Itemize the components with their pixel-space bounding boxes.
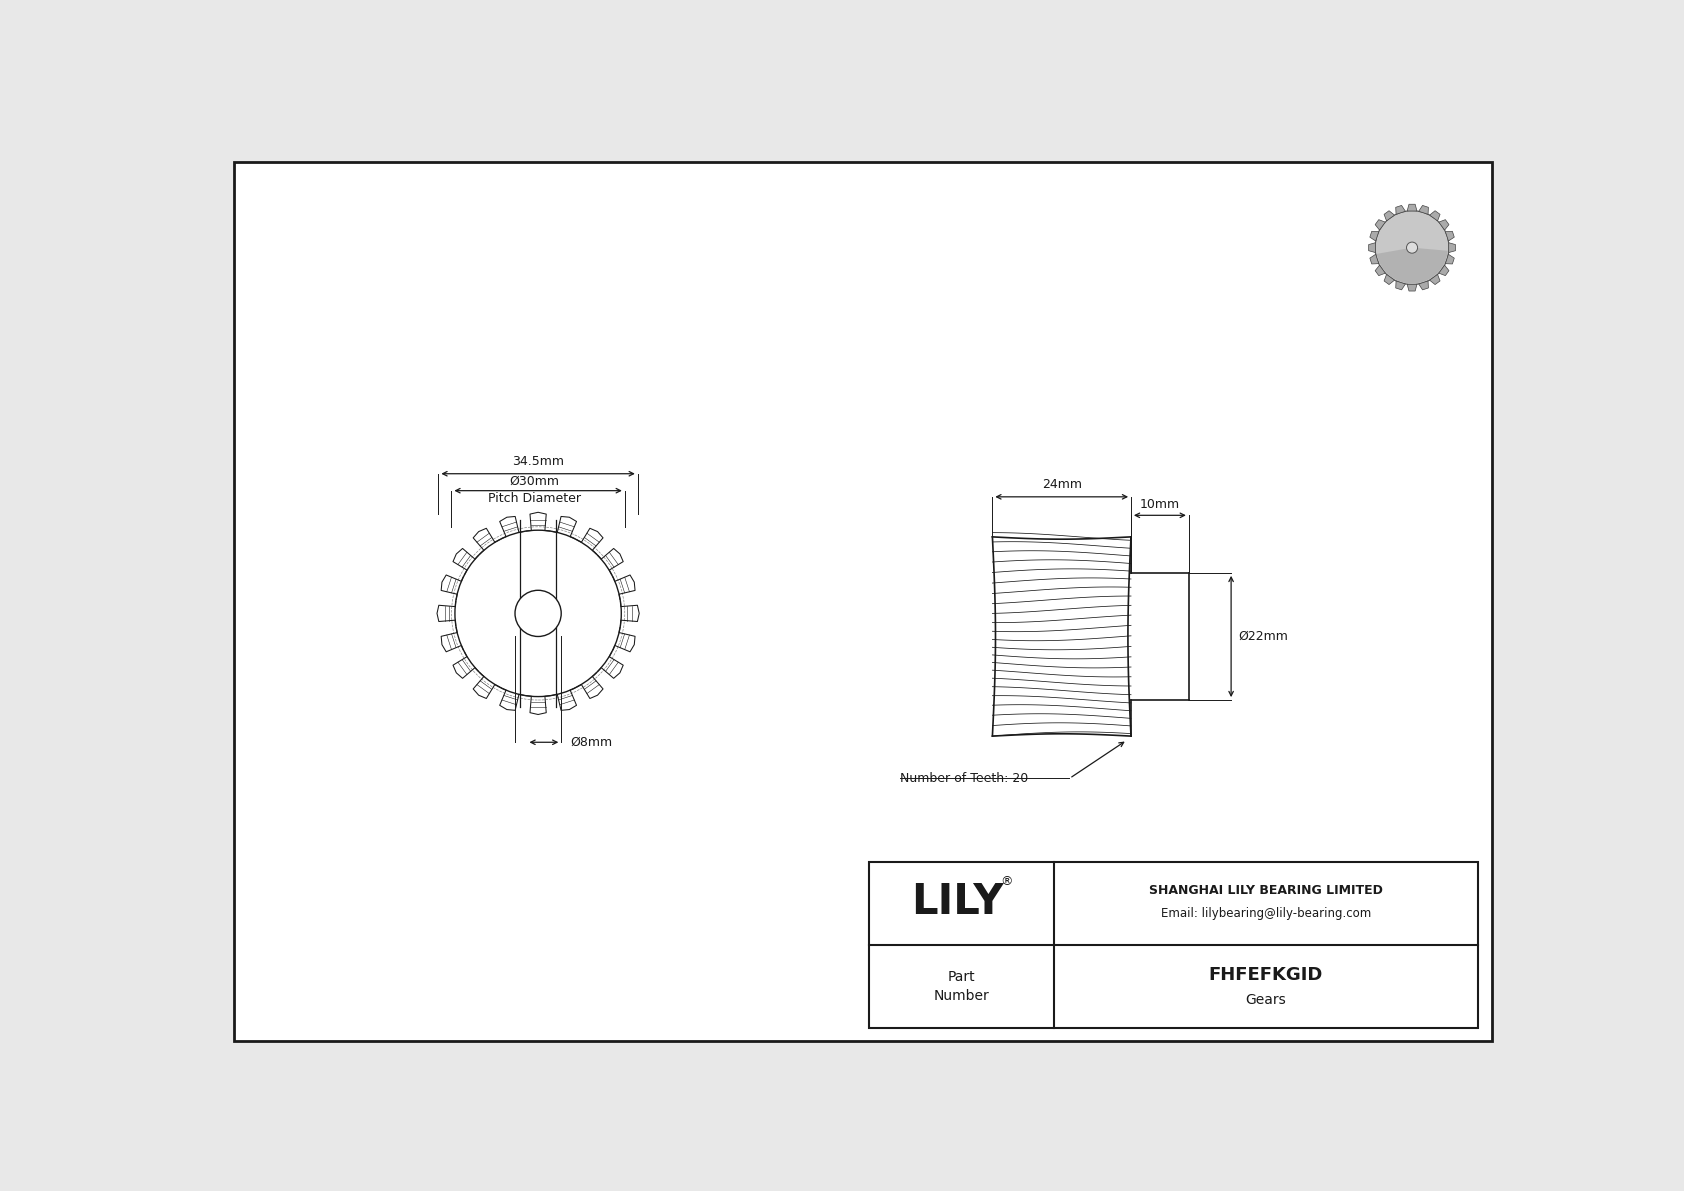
Polygon shape — [1418, 281, 1428, 289]
Polygon shape — [1408, 204, 1416, 211]
Polygon shape — [1369, 231, 1379, 241]
Wedge shape — [1378, 248, 1448, 283]
Text: ®: ® — [1000, 875, 1012, 888]
Bar — [869, 862, 1477, 1028]
Polygon shape — [1384, 211, 1394, 220]
Text: Number of Teeth: 20: Number of Teeth: 20 — [899, 772, 1029, 785]
Polygon shape — [1384, 274, 1394, 285]
Text: Gears: Gears — [1246, 993, 1287, 1008]
Circle shape — [455, 530, 621, 697]
Text: 10mm: 10mm — [1140, 498, 1180, 511]
Polygon shape — [1445, 231, 1455, 241]
Polygon shape — [1438, 219, 1448, 230]
Polygon shape — [1396, 281, 1406, 289]
Polygon shape — [1448, 243, 1455, 252]
Text: 24mm: 24mm — [1042, 479, 1081, 492]
Text: Ø22mm: Ø22mm — [1239, 630, 1288, 643]
Polygon shape — [1438, 266, 1448, 275]
Text: Part: Part — [948, 969, 975, 984]
Circle shape — [1406, 242, 1418, 254]
Text: Pitch Diameter: Pitch Diameter — [488, 492, 581, 505]
Polygon shape — [1369, 243, 1376, 252]
Text: Email: lilybearing@lily-bearing.com: Email: lilybearing@lily-bearing.com — [1160, 908, 1371, 919]
Text: FHFEFKGID: FHFEFKGID — [1209, 966, 1324, 984]
Polygon shape — [1430, 274, 1440, 285]
Polygon shape — [1418, 205, 1428, 214]
Polygon shape — [1430, 211, 1440, 220]
Polygon shape — [1396, 205, 1406, 214]
Text: Ø30mm: Ø30mm — [509, 474, 559, 487]
Text: Number: Number — [933, 989, 990, 1003]
Text: LILY: LILY — [911, 881, 1004, 923]
Polygon shape — [1376, 266, 1386, 275]
Polygon shape — [1445, 255, 1455, 264]
Text: 34.5mm: 34.5mm — [512, 455, 564, 468]
Text: Ø8mm: Ø8mm — [571, 736, 613, 749]
Polygon shape — [1376, 219, 1386, 230]
Polygon shape — [1369, 255, 1379, 264]
Circle shape — [1376, 211, 1448, 285]
Text: SHANGHAI LILY BEARING LIMITED: SHANGHAI LILY BEARING LIMITED — [1148, 884, 1383, 897]
Circle shape — [515, 591, 561, 636]
Polygon shape — [1408, 285, 1416, 291]
